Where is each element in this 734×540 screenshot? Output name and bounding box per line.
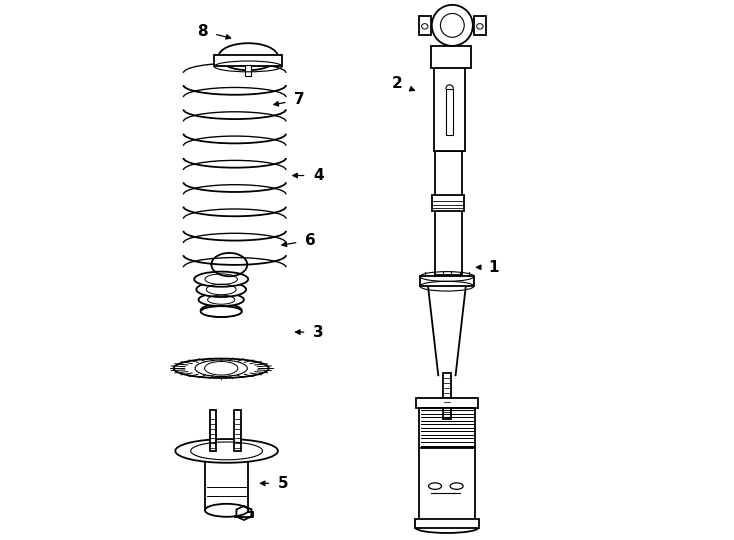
Polygon shape [428,286,466,375]
Bar [245,65,252,76]
Text: 4: 4 [313,168,324,183]
Bar [416,398,478,408]
Ellipse shape [219,43,278,70]
Bar [418,448,476,521]
Text: 1: 1 [489,260,499,275]
Bar [431,46,471,68]
Ellipse shape [200,306,241,317]
Bar [435,151,462,275]
Bar [432,195,464,211]
Bar [434,68,465,151]
Bar [420,276,474,286]
Text: 7: 7 [294,92,305,107]
Polygon shape [236,506,251,520]
Ellipse shape [198,293,244,306]
Bar [419,16,431,35]
Bar [415,519,479,528]
Text: 2: 2 [391,76,402,91]
Text: 5: 5 [278,476,288,491]
Text: 8: 8 [197,24,208,39]
Bar [234,410,241,451]
Text: 6: 6 [305,233,316,248]
Ellipse shape [195,272,248,287]
Ellipse shape [200,304,241,317]
Ellipse shape [205,504,248,517]
Bar [235,512,252,517]
Bar [446,89,454,135]
Bar [418,408,476,448]
Bar [443,373,451,418]
Text: 3: 3 [313,325,324,340]
Ellipse shape [197,282,246,297]
Bar [214,55,282,66]
Bar [210,410,217,451]
Bar [205,451,248,510]
Ellipse shape [174,359,269,378]
Ellipse shape [175,439,278,463]
Bar [474,16,486,35]
